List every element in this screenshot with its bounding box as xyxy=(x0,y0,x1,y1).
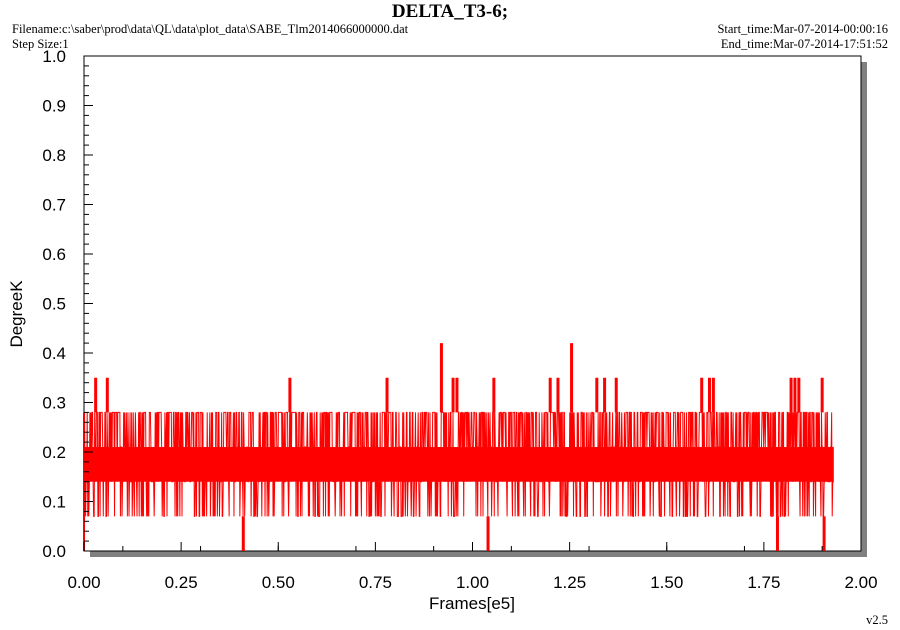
y-tick-label: 0.3 xyxy=(42,394,66,413)
filename-label: Filename:c:\saber\prod\data\QL\data\plot… xyxy=(12,22,409,36)
y-tick-label: 0.0 xyxy=(42,542,66,561)
y-tick-label: 0.5 xyxy=(42,295,66,314)
y-tick-label: 0.7 xyxy=(42,196,66,215)
step-size-label: Step Size:1 xyxy=(12,37,69,51)
version-label: v2.5 xyxy=(866,613,888,627)
x-tick-label: 2.00 xyxy=(844,573,877,592)
y-tick-label: 0.4 xyxy=(42,344,66,363)
y-tick-label: 0.6 xyxy=(42,245,66,264)
y-tick-label: 0.9 xyxy=(42,97,66,116)
series-layer xyxy=(83,343,834,551)
start-time-label: Start_time:Mar-07-2014-00:00:16 xyxy=(717,22,888,36)
tick-layer: 0.0 0.1 0.2 0.3 0.4 0.5 0.6 0.7 0.8 0.9 1.0 0.00 0.2… xyxy=(42,47,877,592)
x-tick-label: 1.00 xyxy=(456,573,489,592)
y-tick-label: 0.2 xyxy=(42,443,66,462)
x-tick-label: 0.75 xyxy=(359,573,392,592)
x-tick-label: 0.25 xyxy=(165,573,198,592)
x-tick-label: 0.50 xyxy=(262,573,295,592)
y-axis-label: DegreeK xyxy=(7,280,26,348)
y-tick-label: 1.0 xyxy=(42,47,66,66)
series-core-band xyxy=(84,447,834,482)
y-tick-label: 0.8 xyxy=(42,146,66,165)
x-tick-label: 0.00 xyxy=(67,573,100,592)
x-tick-label: 1.75 xyxy=(747,573,780,592)
y-tick-label: 0.1 xyxy=(42,493,66,512)
x-tick-label: 1.50 xyxy=(650,573,683,592)
chart-title: DELTA_T3-6; xyxy=(391,1,509,22)
x-tick-label: 1.25 xyxy=(553,573,586,592)
x-axis-label: Frames[e5] xyxy=(429,594,515,613)
end-time-label: End_time:Mar-07-2014-17:51:52 xyxy=(720,37,888,51)
